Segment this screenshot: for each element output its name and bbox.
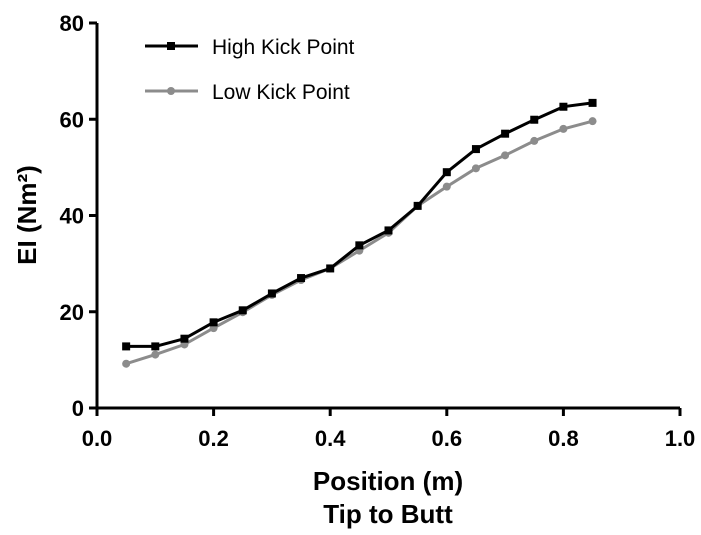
x-axis-sublabel: Tip to Butt bbox=[323, 499, 453, 529]
data-point-high-kick-point bbox=[209, 318, 218, 327]
data-point-low-kick-point bbox=[530, 136, 539, 145]
data-point-high-kick-point bbox=[384, 226, 393, 235]
x-tick-label: 0.4 bbox=[315, 426, 346, 451]
data-point-low-kick-point bbox=[471, 164, 480, 173]
data-point-high-kick-point bbox=[267, 289, 276, 298]
x-tick-label: 0.6 bbox=[432, 426, 463, 451]
data-point-high-kick-point bbox=[326, 264, 335, 273]
data-point-high-kick-point bbox=[559, 102, 568, 111]
data-point-low-kick-point bbox=[442, 182, 451, 191]
data-point-low-kick-point bbox=[122, 359, 131, 368]
y-tick-label: 40 bbox=[60, 204, 84, 229]
y-tick-label: 0 bbox=[72, 396, 84, 421]
data-point-low-kick-point bbox=[588, 117, 597, 126]
series-line-high-kick-point bbox=[126, 101, 593, 348]
x-tick-label: 0.2 bbox=[198, 426, 229, 451]
data-point-high-kick-point bbox=[471, 145, 480, 154]
x-axis-label: Position (m) bbox=[313, 466, 463, 496]
data-point-high-kick-point bbox=[180, 334, 189, 343]
data-point-high-kick-point bbox=[501, 129, 510, 138]
data-point-high-kick-point bbox=[413, 201, 422, 210]
legend-item-low-kick-point: Low Kick Point bbox=[145, 81, 350, 104]
y-tick-label: 60 bbox=[60, 107, 84, 132]
data-point-high-kick-point bbox=[355, 241, 364, 250]
ticks: 0.0 0.2 0.4 0.6 0.8 1.0 0 20 40 60 80 bbox=[60, 11, 696, 451]
series-layer bbox=[122, 98, 597, 368]
legend: High Kick Point Low Kick Point bbox=[145, 36, 355, 104]
data-point-high-kick-point bbox=[151, 342, 160, 351]
data-point-high-kick-point bbox=[530, 115, 539, 124]
axes bbox=[95, 23, 680, 410]
legend-label-low-kick-point: Low Kick Point bbox=[212, 81, 350, 104]
data-point-low-kick-point bbox=[559, 124, 568, 133]
x-tick-label: 1.0 bbox=[665, 426, 696, 451]
x-tick-label: 0.8 bbox=[548, 426, 579, 451]
legend-marker-low-kick-point bbox=[167, 87, 175, 95]
data-point-high-kick-point bbox=[588, 98, 597, 107]
legend-label-high-kick-point: High Kick Point bbox=[212, 36, 355, 59]
data-point-low-kick-point bbox=[151, 350, 160, 359]
y-tick-label: 80 bbox=[60, 11, 84, 36]
x-tick-label: 0.0 bbox=[82, 426, 113, 451]
data-point-high-kick-point bbox=[122, 342, 131, 351]
legend-marker-high-kick-point bbox=[167, 42, 175, 50]
y-axis-label: EI (Nm²) bbox=[12, 165, 42, 265]
legend-item-high-kick-point: High Kick Point bbox=[145, 36, 355, 59]
data-point-low-kick-point bbox=[501, 151, 510, 160]
y-tick-label: 20 bbox=[60, 300, 84, 325]
data-point-high-kick-point bbox=[297, 274, 306, 283]
data-point-high-kick-point bbox=[238, 306, 247, 315]
data-point-high-kick-point bbox=[442, 168, 451, 177]
